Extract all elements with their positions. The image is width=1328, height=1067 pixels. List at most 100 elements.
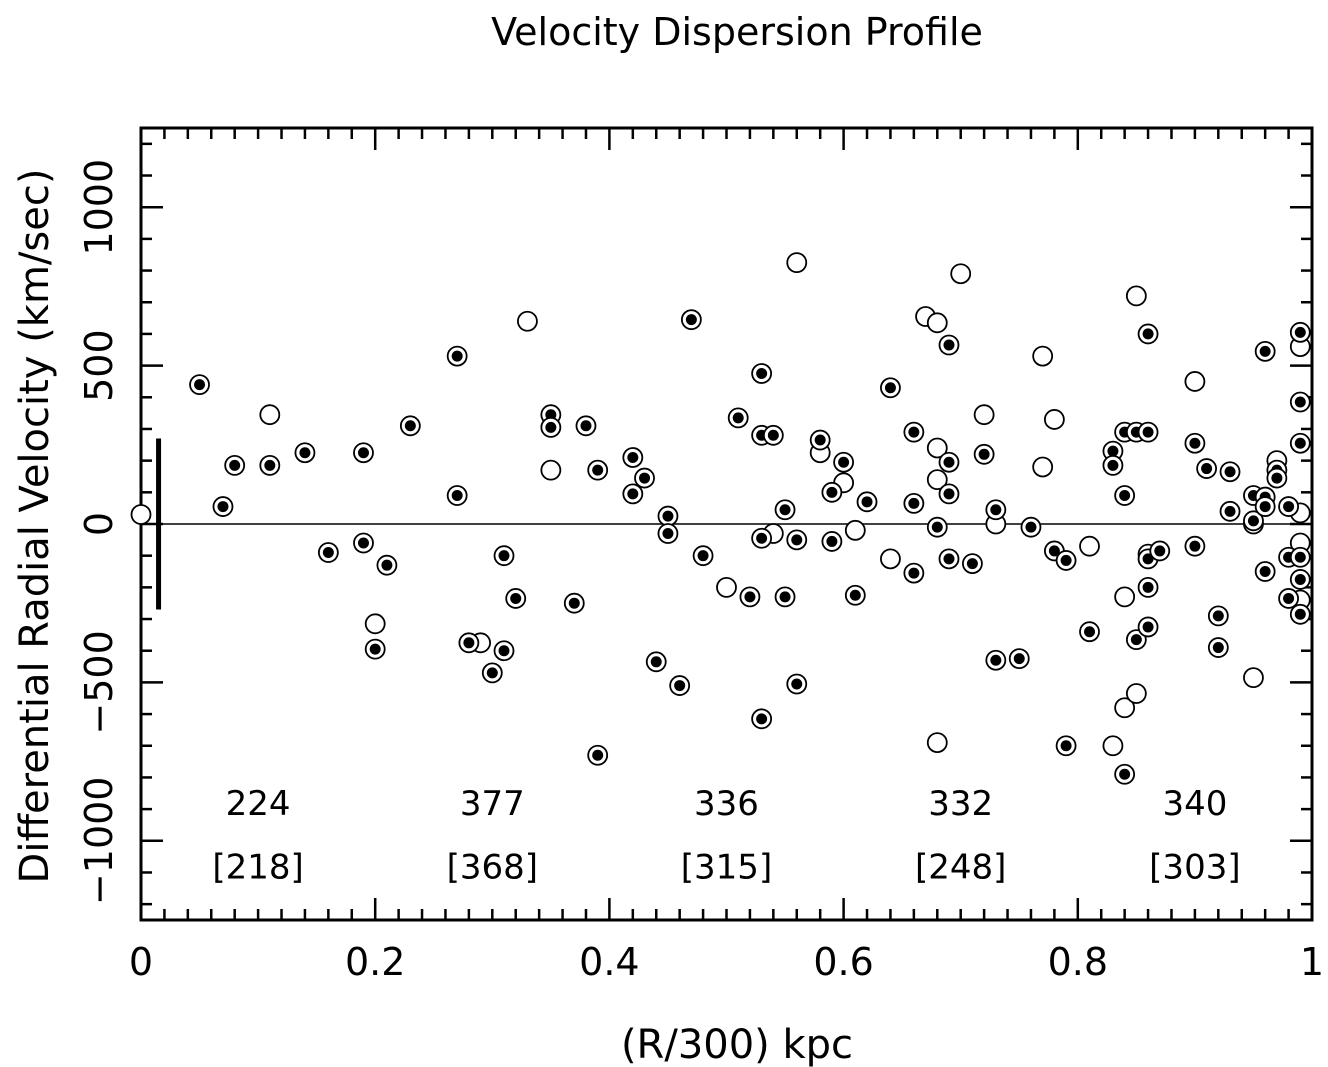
filled-circle-point xyxy=(592,465,603,476)
filled-circle-point xyxy=(1295,438,1306,449)
filled-circle-point xyxy=(1283,593,1294,604)
filled-circle-point xyxy=(499,645,510,656)
bin-dispersion-bracket: [315] xyxy=(681,848,772,888)
filled-circle-point xyxy=(452,490,463,501)
filled-circle-point xyxy=(990,504,1001,515)
bin-dispersion-value: 340 xyxy=(1162,784,1227,824)
filled-circle-point xyxy=(194,379,205,390)
bin-dispersion-bracket: [303] xyxy=(1149,848,1240,888)
open-circle-point xyxy=(541,461,560,480)
filled-circle-point xyxy=(452,351,463,362)
open-circle-point xyxy=(1127,684,1146,703)
y-tick-label: 500 xyxy=(77,329,121,402)
filled-circle-point xyxy=(1271,473,1282,484)
open-circle-point xyxy=(1033,347,1052,366)
filled-circle-point xyxy=(1213,610,1224,621)
filled-circle-point xyxy=(358,538,369,549)
y-tick-label: 1000 xyxy=(77,159,121,256)
filled-circle-point xyxy=(1014,653,1025,664)
filled-circle-point xyxy=(1213,642,1224,653)
x-tick-label: 0.2 xyxy=(345,940,405,984)
filled-circle-point xyxy=(838,457,849,468)
filled-circle-point xyxy=(499,550,510,561)
open-circle-point xyxy=(951,264,970,283)
filled-circle-point xyxy=(1295,327,1306,338)
filled-circle-point xyxy=(791,678,802,689)
bin-dispersion-value: 332 xyxy=(928,784,993,824)
filled-circle-point xyxy=(932,522,943,533)
filled-circle-point xyxy=(1225,466,1236,477)
filled-circle-point xyxy=(1143,621,1154,632)
open-circle-point xyxy=(717,578,736,597)
bin-dispersion-value: 336 xyxy=(694,784,759,824)
filled-circle-point xyxy=(1248,515,1259,526)
open-circle-point xyxy=(1045,410,1064,429)
open-circle-point xyxy=(881,549,900,568)
open-circle-point xyxy=(975,405,994,424)
open-circle-point xyxy=(928,733,947,752)
filled-circle-point xyxy=(405,420,416,431)
filled-circle-point xyxy=(733,412,744,423)
filled-circle-point xyxy=(756,368,767,379)
open-circle-point xyxy=(518,312,537,331)
open-circle-point xyxy=(1080,537,1099,556)
filled-circle-point xyxy=(299,447,310,458)
filled-circle-point xyxy=(908,498,919,509)
filled-circle-point xyxy=(1295,552,1306,563)
filled-circle-point xyxy=(1189,438,1200,449)
filled-circle-point xyxy=(967,558,978,569)
filled-circle-point xyxy=(791,534,802,545)
y-axis-label: Differential Radial Velocity (km/sec) xyxy=(12,169,58,884)
filled-circle-point xyxy=(1260,566,1271,577)
filled-circle-point xyxy=(756,713,767,724)
filled-circle-point xyxy=(592,750,603,761)
filled-circle-point xyxy=(381,560,392,571)
filled-circle-point xyxy=(651,656,662,667)
filled-circle-point xyxy=(358,447,369,458)
filled-circle-point xyxy=(1283,501,1294,512)
filled-circle-point xyxy=(264,460,275,471)
filled-circle-point xyxy=(768,430,779,441)
filled-circle-point xyxy=(545,422,556,433)
filled-circle-point xyxy=(627,488,638,499)
open-circle-point xyxy=(1103,736,1122,755)
filled-circle-point xyxy=(580,420,591,431)
filled-circle-point xyxy=(662,511,673,522)
open-circle-point xyxy=(260,405,279,424)
open-circle-point xyxy=(787,253,806,272)
filled-circle-point xyxy=(1025,522,1036,533)
filled-circle-point xyxy=(1061,555,1072,566)
filled-circle-point xyxy=(487,667,498,678)
filled-circle-point xyxy=(1154,545,1165,556)
filled-circle-point xyxy=(1260,501,1271,512)
filled-circle-point xyxy=(1295,609,1306,620)
chart-title: Velocity Dispersion Profile xyxy=(491,10,983,54)
filled-circle-point xyxy=(756,533,767,544)
filled-circle-point xyxy=(1143,427,1154,438)
plot-area: 0 0.2 0.4 0.6 0.8 1 −1000 −500 0 500 1000 224 [218] 3… xyxy=(77,128,1324,984)
bin-dispersion-value: 224 xyxy=(226,784,291,824)
y-tick-label: −1000 xyxy=(77,777,121,906)
filled-circle-point xyxy=(908,568,919,579)
bin-dispersion-bracket: [248] xyxy=(915,848,1006,888)
filled-circle-point xyxy=(1131,634,1142,645)
filled-circle-point xyxy=(780,504,791,515)
filled-circle-point xyxy=(850,590,861,601)
filled-circle-point xyxy=(686,314,697,325)
bin-dispersion-bracket: [368] xyxy=(447,848,538,888)
filled-circle-point xyxy=(943,457,954,468)
filled-circle-point xyxy=(826,487,837,498)
filled-circle-point xyxy=(370,644,381,655)
filled-circle-point xyxy=(569,598,580,609)
open-circle-point xyxy=(1244,668,1263,687)
x-tick-label: 0.6 xyxy=(813,940,873,984)
filled-circle-point xyxy=(885,382,896,393)
filled-circle-point xyxy=(780,591,791,602)
filled-circle-point xyxy=(662,528,673,539)
filled-circle-point xyxy=(1260,346,1271,357)
filled-circle-point xyxy=(639,473,650,484)
filled-circle-point xyxy=(229,460,240,471)
filled-circle-point xyxy=(1201,463,1212,474)
open-circle-point xyxy=(1185,372,1204,391)
